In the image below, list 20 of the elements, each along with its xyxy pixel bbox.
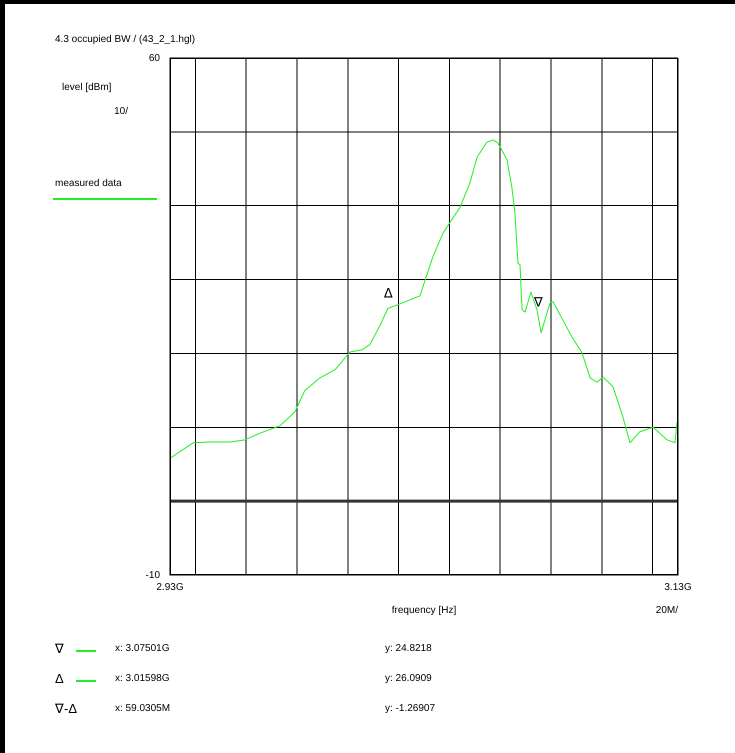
text: measured data: [55, 178, 122, 189]
text: 20M/: [656, 605, 678, 616]
x-tick-label: 2.93G: [156, 582, 184, 593]
text: ∇-Δ: [55, 701, 78, 716]
y-axis-title: level [dBm]: [62, 82, 112, 93]
text: y: -1.26907: [385, 703, 436, 714]
annotation: Δ: [384, 286, 393, 302]
x-axis-title: frequency [Hz]: [392, 605, 456, 616]
chart-title: 4.3 occupied BW / (43_2_1.hgl): [55, 34, 196, 45]
text: x: 3.01598G: [115, 673, 170, 684]
text: 10/: [114, 106, 128, 117]
text: Δ: [55, 671, 64, 686]
text: y: 24.8218: [385, 643, 432, 654]
text: x: 59.0305M: [115, 703, 170, 714]
y-tick-label: -10: [146, 570, 160, 581]
text: y: 26.0909: [385, 673, 432, 684]
text: x: 3.07501G: [115, 643, 170, 654]
x-tick-label: 3.13G: [664, 582, 692, 593]
text: ∇: [55, 641, 64, 656]
y-tick-label: 60: [148, 52, 160, 64]
